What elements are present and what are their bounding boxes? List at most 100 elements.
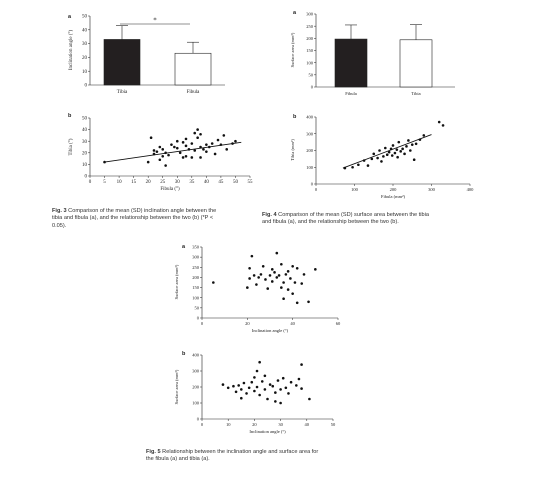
fig4a-y-tick-label: 250 bbox=[306, 24, 314, 29]
fig5b-data-point bbox=[263, 374, 267, 378]
fig3b-data-point bbox=[184, 137, 188, 141]
fig3b-y-tick-label: 10 bbox=[82, 163, 88, 168]
fig5a-data-point bbox=[282, 281, 285, 284]
fig3b-data-point bbox=[149, 136, 153, 140]
fig3b-data-point bbox=[155, 150, 159, 153]
fig5b-data-point bbox=[253, 376, 256, 379]
fig3a-significance-marker: * bbox=[153, 17, 157, 25]
fig3b-data-point bbox=[175, 146, 179, 150]
fig5b-data-point bbox=[232, 384, 235, 388]
fig5b-x-label: Inclination angle (°) bbox=[249, 429, 286, 434]
fig4b-x-tick-label: 200 bbox=[390, 187, 398, 192]
fig3b-data-point bbox=[152, 152, 156, 156]
fig4b-y-tick-label: 300 bbox=[306, 131, 314, 136]
fig3b-data-point bbox=[205, 143, 208, 146]
fig5a-data-point bbox=[307, 300, 310, 304]
fig5b-data-point bbox=[234, 390, 238, 394]
fig5b-x-tick-label: 20 bbox=[252, 422, 257, 427]
fig5b-x-tick-label: 50 bbox=[331, 422, 336, 427]
fig3b-x-tick-label: 15 bbox=[131, 180, 137, 185]
fig3b-x-tick-label: 30 bbox=[175, 180, 181, 185]
fig3b-data-point bbox=[184, 154, 188, 158]
fig4b-x-tick-label: 100 bbox=[351, 187, 359, 192]
fig5a-data-point bbox=[248, 267, 251, 270]
fig4b-data-point bbox=[387, 150, 391, 154]
fig4b-data-point bbox=[378, 149, 381, 152]
fig5a-data-point bbox=[273, 271, 276, 274]
fig5b-data-point bbox=[255, 369, 259, 373]
fig3b-panel-letter: b bbox=[68, 113, 72, 119]
fig5b-y-tick-label: 0 bbox=[197, 417, 200, 422]
fig5b-data-point bbox=[300, 387, 303, 390]
fig4b-panel-letter: b bbox=[293, 114, 297, 120]
fig5a-data-point bbox=[289, 277, 292, 280]
fig4a-y-tick-label: 200 bbox=[306, 36, 314, 41]
fig4-caption-line: and fibula (a), and the relationship bet… bbox=[262, 219, 399, 226]
fig3b-data-point bbox=[216, 138, 220, 142]
fig4b-data-point bbox=[343, 166, 347, 170]
fig3b-x-tick-label: 5 bbox=[103, 180, 106, 185]
fig5a-data-point bbox=[280, 286, 283, 289]
fig3b-data-point bbox=[199, 145, 202, 149]
fig4b-data-point bbox=[380, 160, 383, 163]
fig5a-data-point bbox=[314, 268, 317, 271]
fig5b-data-point bbox=[276, 379, 280, 382]
fig3b-data-point bbox=[196, 128, 199, 131]
fig5b-data-point bbox=[266, 397, 269, 401]
fig4b-data-point bbox=[384, 146, 387, 150]
fig4b-data-point bbox=[396, 155, 399, 159]
fig5b-x-tick-label: 40 bbox=[305, 422, 310, 427]
fig4-caption: Fig. 4 Comparison of the mean (SD) surfa… bbox=[262, 212, 512, 227]
fig5a-data-point bbox=[259, 273, 263, 276]
fig3-caption-label: Fig. 3 bbox=[52, 208, 67, 214]
fig5b-data-point bbox=[255, 385, 259, 389]
fig5a-y-tick-label: 200 bbox=[192, 275, 200, 280]
fig4b-data-point bbox=[418, 138, 422, 141]
fig5a-data-point bbox=[286, 288, 290, 291]
fig5a-data-point bbox=[291, 292, 294, 295]
fig5b-data-point bbox=[240, 388, 243, 391]
fig5b-data-point bbox=[268, 383, 272, 386]
fig3a-y-tick-label: 30 bbox=[82, 42, 88, 47]
fig5b-data-point bbox=[263, 388, 267, 391]
fig5a-data-point bbox=[286, 270, 290, 273]
fig5a-data-point bbox=[282, 297, 285, 301]
fig3b-data-point bbox=[161, 148, 165, 151]
fig5a-y-tick-label: 250 bbox=[192, 265, 200, 270]
fig5b-data-point bbox=[226, 386, 230, 390]
fig5b-data-point bbox=[237, 384, 240, 387]
fig5b-data-point bbox=[258, 360, 261, 364]
fig4a-y-tick-label: 150 bbox=[306, 48, 314, 53]
fig4b-data-point bbox=[366, 164, 370, 167]
fig4b-data-point bbox=[441, 124, 445, 127]
fig5a-data-point bbox=[212, 281, 215, 284]
fig3-caption-line: 0.05). bbox=[52, 222, 67, 229]
fig3b-data-point bbox=[175, 139, 179, 143]
fig5a-x-tick-label: 0 bbox=[201, 321, 204, 326]
fig5a-data-point bbox=[255, 283, 258, 286]
fig5a-data-point bbox=[291, 264, 294, 268]
fig4b-data-point bbox=[370, 157, 374, 161]
fig3b-data-point bbox=[210, 142, 214, 145]
fig3b-data-point bbox=[213, 152, 217, 156]
fig5b-data-point bbox=[258, 393, 261, 397]
fig5b-y-tick-label: 200 bbox=[192, 385, 200, 390]
fig5b-data-point bbox=[279, 401, 282, 405]
fig3b-y-tick-label: 50 bbox=[82, 117, 88, 122]
fig4b-y-tick-label: 100 bbox=[306, 165, 314, 170]
fig3b-data-point bbox=[173, 145, 176, 149]
fig5b-data-point bbox=[240, 396, 243, 400]
fig5b-y-label: Surface area (mm²) bbox=[174, 369, 179, 404]
fig3b-x-tick-label: 40 bbox=[204, 180, 210, 185]
fig5a-data-point bbox=[261, 264, 265, 268]
fig4b-data-point bbox=[395, 148, 399, 151]
fig5b-y-tick-label: 400 bbox=[192, 353, 200, 358]
fig3b-data-point bbox=[161, 154, 165, 158]
fig3b-x-tick-label: 45 bbox=[218, 180, 224, 185]
fig3b-y-label: Tibia (°) bbox=[69, 138, 74, 155]
fig3b-data-point bbox=[178, 151, 182, 155]
fig3b-y-tick-label: 20 bbox=[82, 151, 88, 156]
fig3a-chart: a 0 10 20 30 40 50 Inclination angle (°) Tibia Fi… bbox=[68, 14, 225, 95]
fig3b-data-point bbox=[167, 153, 170, 157]
fig3a-y-tick-label: 50 bbox=[82, 15, 88, 20]
